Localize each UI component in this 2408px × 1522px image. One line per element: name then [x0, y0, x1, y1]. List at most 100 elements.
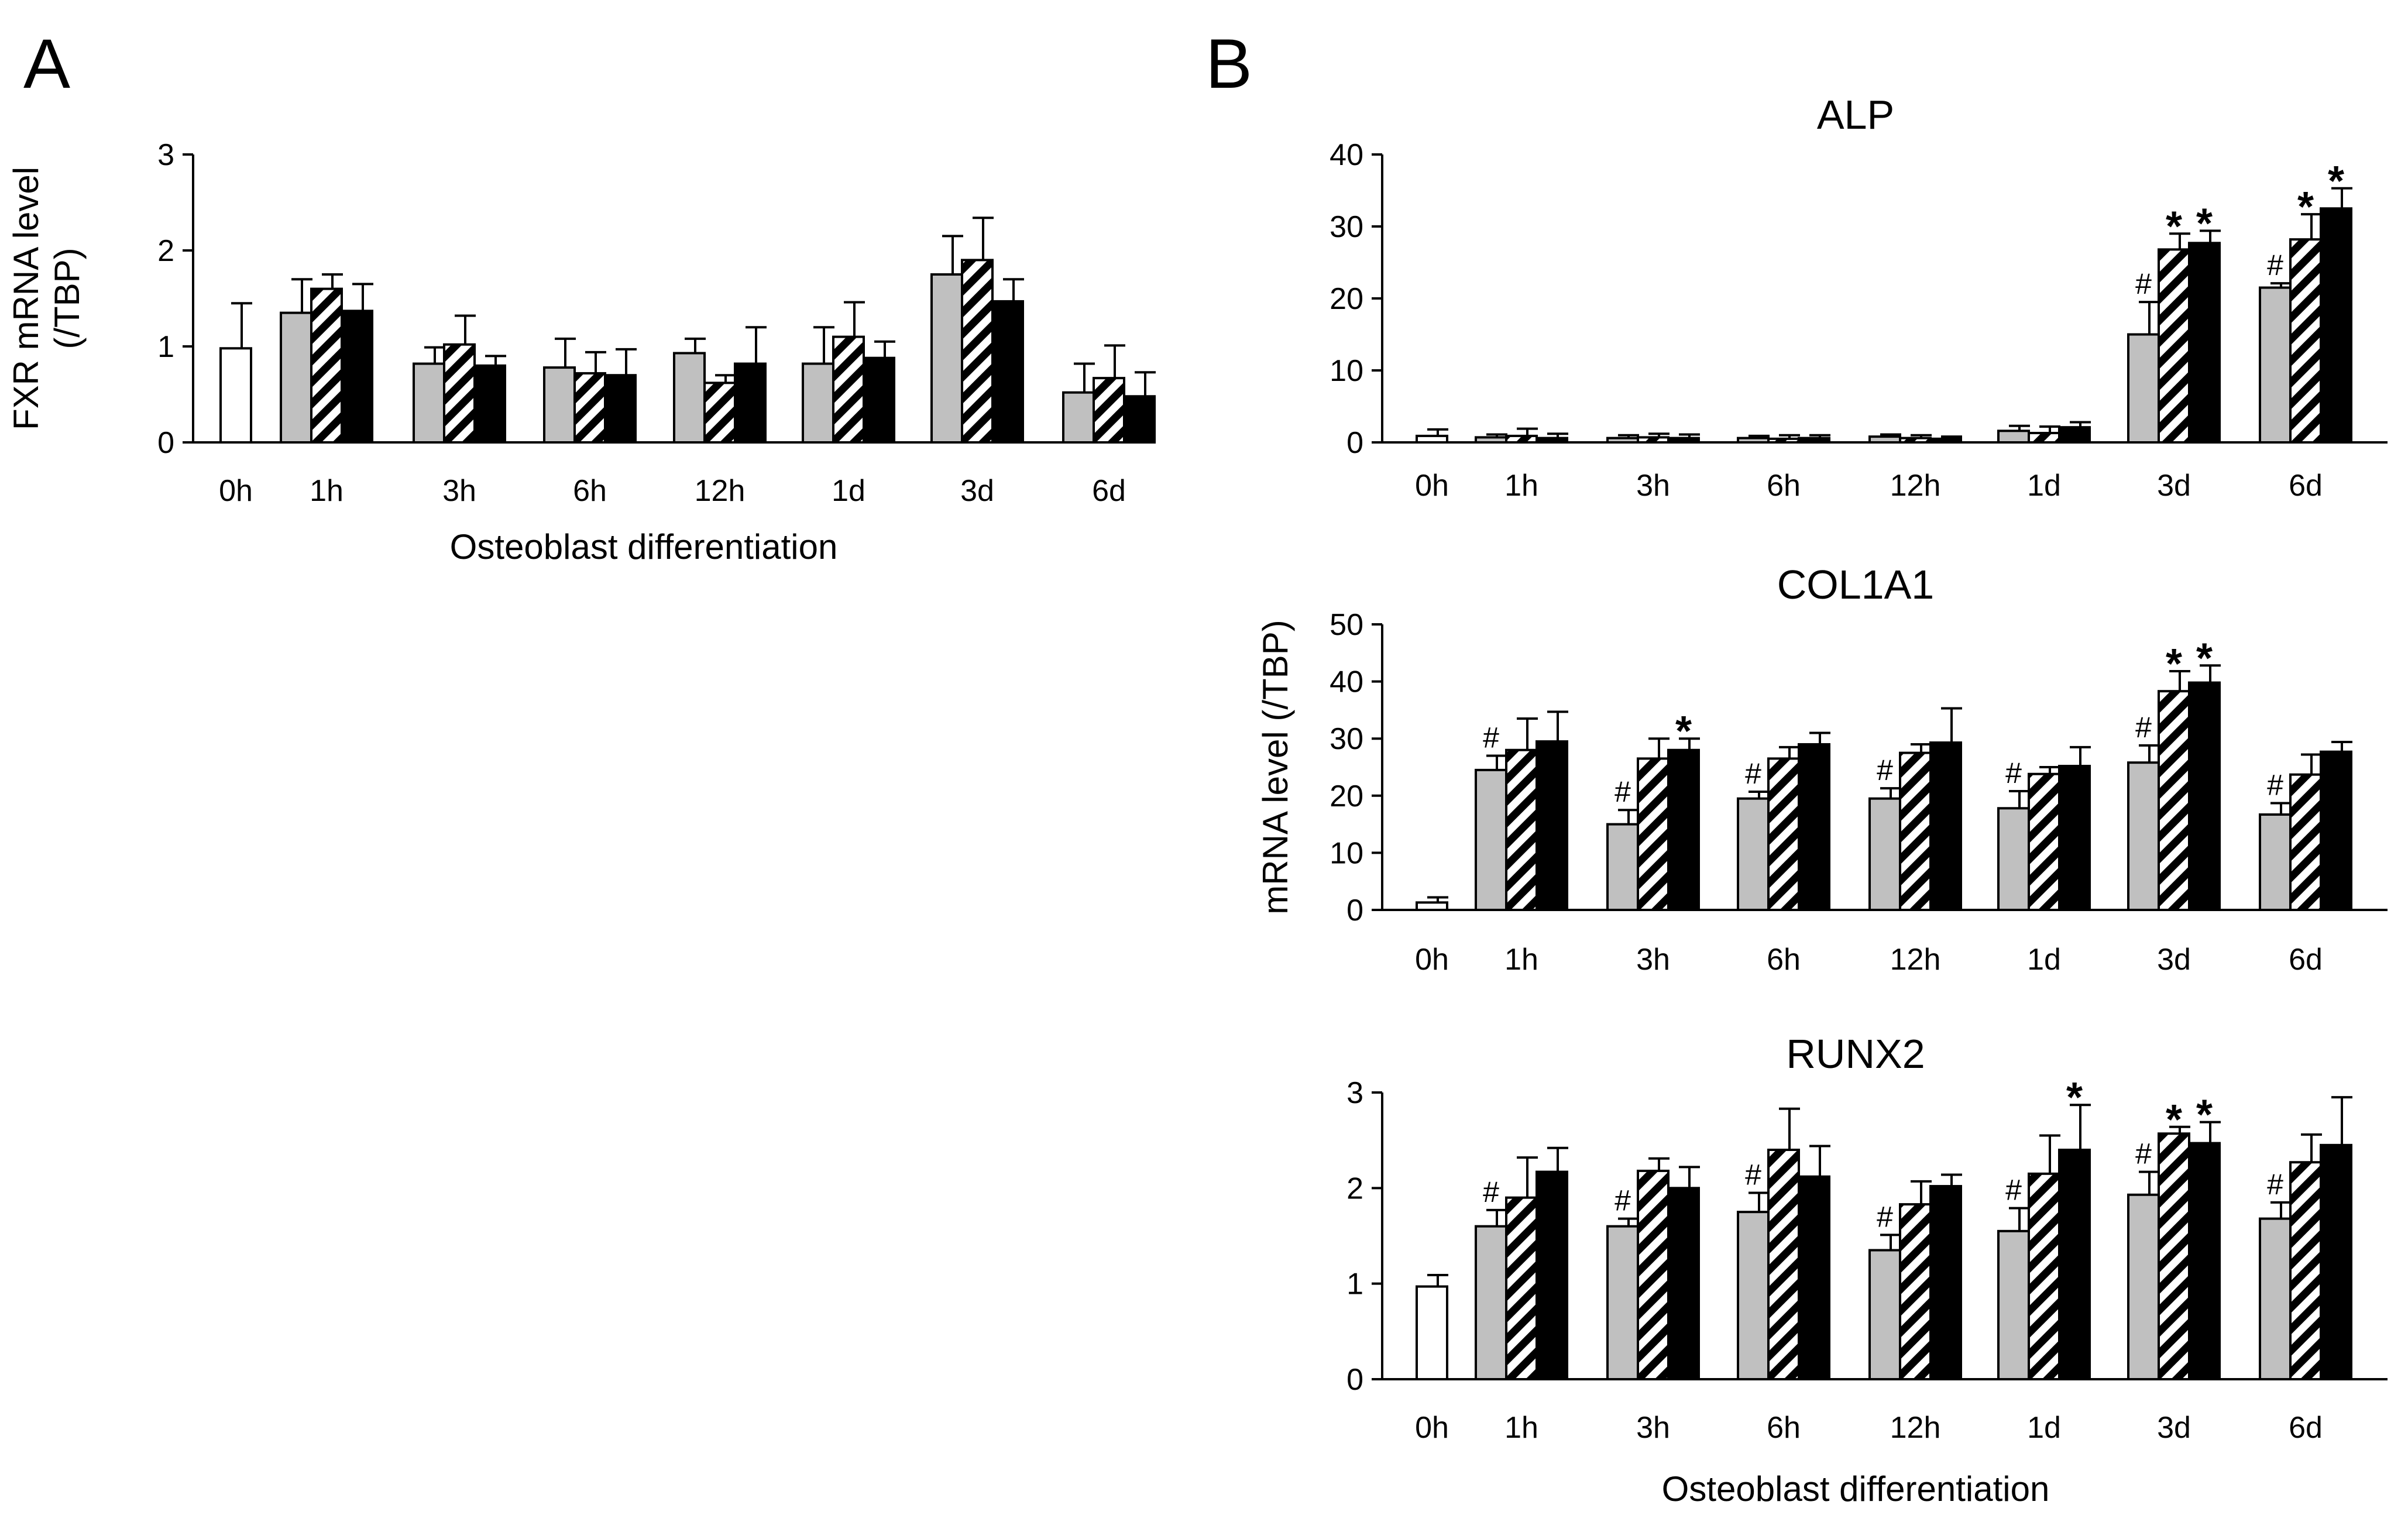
black-bar [1667, 748, 1700, 911]
gray-bar [1737, 797, 1770, 912]
significance-hash: # [2135, 267, 2152, 300]
x-tick-label: 1h [1504, 469, 1538, 503]
y-axis-label: FXR mRNA level [6, 167, 46, 430]
runx2-chart: 0 1 2 3 0h 1h 3h 6h 12h 1d 3d 6d RUNX2 Osteoblast dif… [1346, 1031, 2388, 1509]
x-tick-label: 3h [1636, 469, 1670, 503]
black-bar [2188, 681, 2221, 911]
x-tick-label: 3h [1636, 1411, 1670, 1445]
black-bar [2320, 750, 2352, 911]
y-tick-label: 10 [1330, 354, 1363, 388]
x-tick-label: 0h [1415, 469, 1449, 503]
hatched-bar [1505, 1196, 1538, 1380]
panel-b-label: B [1205, 25, 1252, 103]
control-bar [1416, 434, 1448, 444]
x-tick-label: 1d [2027, 1411, 2061, 1445]
x-tick-label: 1h [1504, 943, 1538, 977]
black-bar [863, 356, 895, 444]
hatched-bar [1505, 748, 1538, 911]
significance-star: * [2196, 635, 2213, 682]
black-bar [1536, 437, 1568, 444]
x-tick-label: 6h [1767, 943, 1801, 977]
significance-star: * [2166, 641, 2182, 688]
hatched-bar [1899, 1203, 1932, 1381]
gray-bar [1475, 768, 1507, 911]
y-tick-label: 0 [157, 426, 174, 460]
y-tick-label: 2 [157, 234, 174, 268]
x-tick-label: 0h [1415, 943, 1449, 977]
x-tick-label: 6h [573, 474, 607, 508]
y-tick-label: 20 [1330, 779, 1363, 813]
significance-hash: # [1483, 721, 1499, 754]
significance-hash: # [1745, 1159, 1761, 1191]
x-tick-label: 3h [442, 474, 476, 508]
x-tick-label: 12h [695, 474, 746, 508]
hatched-bar [1767, 437, 1800, 444]
black-bar [1798, 1175, 1830, 1380]
x-axis-label: Osteoblast differentiation [1662, 1469, 2050, 1509]
significance-hash: # [1745, 757, 1761, 790]
y-tick-label: 30 [1330, 210, 1363, 244]
x-tick-label: 6d [1092, 474, 1126, 508]
significance-star: * [2166, 203, 2182, 250]
hatched-bar [1637, 1169, 1670, 1381]
x-tick-label: 0h [1415, 1411, 1449, 1445]
significance-hash: # [2135, 1138, 2152, 1170]
hatched-bar [2158, 690, 2190, 912]
gray-bar [1606, 1225, 1639, 1381]
y-axis-label: mRNA level (/TBP) [1256, 620, 1295, 914]
significance-hash: # [1877, 754, 1893, 786]
x-tick-label: 12h [1890, 1411, 1941, 1445]
x-tick-label: 3d [2157, 1411, 2191, 1445]
black-bar [1123, 395, 1156, 444]
gray-bar [1737, 1211, 1770, 1381]
chart-title: ALP [1817, 92, 1894, 138]
x-tick-label: 1h [310, 474, 343, 508]
black-bar [2058, 1149, 2091, 1380]
x-tick-label: 1h [1504, 1411, 1538, 1445]
hatched-bar [2028, 772, 2060, 912]
significance-hash: # [2267, 249, 2283, 281]
significance-hash: # [1615, 775, 1631, 808]
black-bar [341, 310, 373, 444]
gray-bar [1737, 437, 1770, 444]
significance-hash: # [1615, 1184, 1631, 1217]
y-tick-label: 50 [1330, 608, 1363, 642]
significance-hash: # [2267, 768, 2283, 801]
hatched-bar [2158, 248, 2190, 444]
x-tick-label: 12h [1890, 469, 1941, 503]
significance-star: * [2166, 1097, 2182, 1143]
gray-bar [2127, 333, 2160, 444]
x-tick-label: 3h [1636, 943, 1670, 977]
x-tick-label: 6h [1767, 469, 1801, 503]
gray-bar [1606, 437, 1639, 444]
black-bar [1798, 437, 1830, 444]
black-bar [734, 362, 767, 444]
black-bar [1929, 741, 1962, 911]
x-tick-label: 1d [832, 474, 865, 508]
y-tick-label: 0 [1346, 894, 1363, 927]
significance-hash: # [2005, 757, 2022, 789]
y-tick-label: 3 [157, 138, 174, 172]
fxr-chart: 0 1 2 3 0h 1h 3h 6h 12h 1d 3d 6d Osteoblast differen… [6, 138, 1156, 566]
black-bar [991, 300, 1024, 444]
significance-hash: # [2267, 1168, 2283, 1201]
black-bar [473, 364, 506, 444]
y-tick-label: 40 [1330, 138, 1363, 172]
hatched-bar [1767, 1149, 1800, 1380]
black-bar [1798, 743, 1830, 911]
control-bar [1416, 1285, 1448, 1380]
black-bar [2058, 765, 2091, 911]
gray-bar [1475, 436, 1507, 444]
control-bar [1416, 901, 1448, 912]
black-bar [1536, 1170, 1568, 1380]
gray-bar [2259, 813, 2292, 912]
x-tick-label: 1d [2027, 943, 2061, 977]
black-bar [1667, 1187, 1700, 1381]
significance-star: * [2328, 158, 2344, 205]
alp-chart: 0 10 20 30 40 0h 1h 3h 6h 12h 1d 3d 6d ALP # * * # * * [1330, 92, 2388, 503]
significance-star: * [2297, 184, 2314, 231]
hatched-bar [443, 343, 476, 444]
y-tick-label: 0 [1346, 426, 1363, 460]
hatched-bar [1899, 751, 1932, 911]
gray-bar [1868, 797, 1901, 912]
